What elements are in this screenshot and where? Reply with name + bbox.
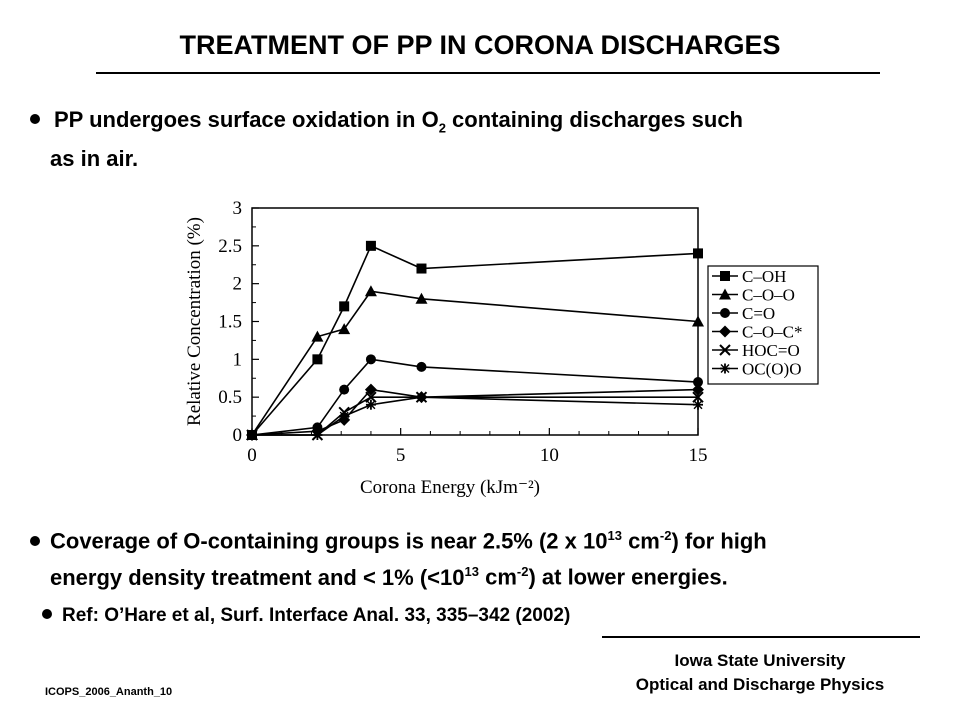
legend-label: OC(O)O	[742, 360, 802, 379]
data-point	[365, 354, 376, 365]
data-point	[415, 292, 428, 304]
data-point	[312, 430, 323, 440]
slide-title: TREATMENT OF PP IN CORONA DISCHARGES	[179, 30, 781, 60]
data-point	[364, 285, 377, 297]
bullet1-text-b: containing discharges such	[445, 107, 743, 132]
legend-label: C=O	[742, 304, 775, 323]
series-line	[251, 358, 699, 436]
bullet2-text-c: ) for high	[671, 528, 767, 554]
bullet2-line2-sup-a: 13	[464, 564, 479, 580]
bullet2-line2-a: energy density treatment and < 1% (<10	[50, 564, 465, 590]
concentration-chart: 0 0.5 1 1.5 2 2.5 3 0 5 10 15 Corona Energy (kJm⁻²)…	[184, 198, 819, 498]
y-tick-label: 0.5	[218, 387, 242, 408]
title-underline	[96, 72, 880, 74]
slide-code: ICOPS_2006_Ananth_10	[45, 686, 173, 698]
y-tick-label: 3	[233, 198, 243, 219]
legend-label: HOC=O	[742, 341, 800, 360]
legend-label: C–O–O	[742, 286, 795, 305]
legend: C–OHC–O–OC=OC–O–C*HOC=OOC(O)O	[707, 265, 819, 385]
bullet2-sup-b: -2	[659, 528, 672, 543]
data-point	[692, 383, 704, 396]
bullet1-line2: as in air.	[50, 146, 139, 172]
legend-marker	[720, 363, 730, 374]
legend-box	[707, 265, 819, 385]
data-point	[693, 248, 703, 259]
legend-label: C–OH	[742, 267, 786, 286]
data-point	[365, 399, 376, 410]
data-point	[693, 399, 703, 410]
legend-marker	[719, 344, 731, 356]
x-tick-label: 0	[247, 445, 257, 466]
footer-group: Optical and Discharge Physics	[635, 675, 885, 694]
bullet1-text-a: PP undergoes surface oxidation in O	[54, 107, 439, 132]
x-tick-label: 5	[396, 445, 406, 466]
bullet-dot-icon	[30, 535, 40, 546]
y-tick-label: 1.5	[218, 312, 242, 333]
bullet2-line2-c: ) at lower energies.	[528, 564, 728, 590]
footer-affiliation: Iowa State University Optical and Discha…	[580, 649, 940, 697]
reference-text: Ref: O’Hare et al, Surf. Interface Anal.…	[62, 605, 571, 626]
legend-marker	[719, 325, 731, 338]
footer-university: Iowa State University	[674, 651, 846, 670]
data-point	[364, 383, 377, 396]
bullet-surface-oxidation: PP undergoes surface oxidation in O2 con…	[30, 104, 930, 174]
bullet2-line2-sup-b: -2	[516, 564, 529, 580]
legend-marker	[720, 271, 730, 281]
bullet2-text-b: cm	[621, 528, 660, 554]
legend-marker	[719, 288, 731, 300]
legend-marker	[720, 308, 730, 318]
data-point	[365, 240, 376, 251]
data-point	[338, 323, 351, 335]
bullet1-subscript: 2	[438, 120, 446, 136]
data-point	[339, 384, 350, 395]
x-axis-label: Corona Energy (kJm⁻²)	[360, 477, 540, 498]
data-point	[247, 430, 257, 440]
series-line	[251, 244, 699, 436]
y-tick-label: 1	[233, 349, 243, 370]
data-point	[312, 354, 323, 365]
series-line	[252, 396, 699, 436]
data-point	[416, 361, 427, 372]
series-5	[247, 392, 703, 440]
reference-line: Ref: O’Hare et al, Surf. Interface Anal.…	[42, 605, 570, 627]
data-point	[416, 392, 427, 403]
data-point	[693, 377, 703, 388]
footer-rule	[602, 636, 920, 638]
bullet-dot-icon	[30, 114, 40, 125]
y-tick-label: 2	[233, 274, 243, 295]
x-tick-label: 10	[540, 445, 559, 466]
data-point	[416, 263, 427, 274]
x-tick-label: 15	[689, 445, 708, 466]
series-line	[251, 290, 699, 436]
bullet-dot-icon	[42, 608, 52, 619]
y-tick-label: 0	[233, 425, 243, 446]
plot-frame	[251, 207, 699, 436]
bullet2-sup-a: 13	[607, 528, 622, 543]
bullet-coverage: Coverage of O-containing groups is near …	[30, 520, 950, 593]
y-tick-label: 2.5	[218, 236, 242, 257]
data-point	[339, 411, 350, 422]
data-point	[311, 330, 324, 342]
bullet2-text-a: Coverage of O-containing groups is near …	[50, 528, 608, 554]
y-axis-label: Relative Concentration (%)	[184, 217, 205, 426]
data-point	[339, 301, 350, 312]
data-point	[692, 315, 704, 327]
legend-label: C–O–C*	[742, 323, 802, 342]
bullet2-line2-b: cm	[478, 564, 517, 590]
